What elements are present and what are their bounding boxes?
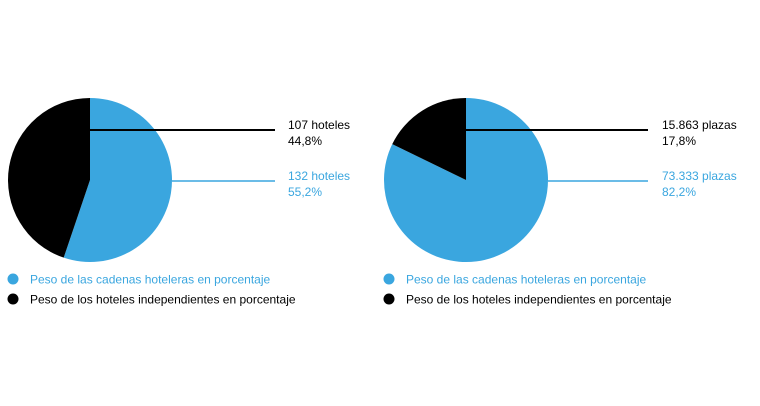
pie-chart-1: 107 hoteles 44,8% 132 hoteles 55,2% Peso de … — [7, 97, 350, 307]
pie-1-slice-chains — [63, 97, 173, 262]
pie-2-legend-label-2: Peso de los hoteles independientes en po… — [406, 293, 672, 307]
pie-2-slice-chains — [384, 98, 549, 262]
pie-2-chains-count-label: 73.333 plazas — [662, 169, 737, 183]
pie-1-independent-pct-label: 44,8% — [288, 134, 322, 148]
pie-1-chains-count-label: 132 hoteles — [288, 169, 350, 183]
pie-1-legend-label-1: Peso de las cadenas hoteleras en porcent… — [30, 273, 270, 287]
pie-1-independent-count-label: 107 hoteles — [288, 118, 350, 132]
pie-1-legend-marker-1 — [7, 273, 19, 285]
pie-2-legend-marker-2 — [383, 293, 395, 305]
pie-1-chains-pct-label: 55,2% — [288, 185, 322, 199]
pie-2-independent-pct-label: 17,8% — [662, 134, 696, 148]
pie-2-legend-label-1: Peso de las cadenas hoteleras en porcent… — [406, 273, 646, 287]
pie-2-independent-count-label: 15.863 plazas — [662, 118, 737, 132]
pie-chart-2: 15.863 plazas 17,8% 73.333 plazas 82,2% Peso… — [383, 98, 737, 307]
pie-1-slice-independent — [8, 98, 91, 258]
pie-1-legend-label-2: Peso de los hoteles independientes en po… — [30, 293, 296, 307]
pie-2-slice-independent — [392, 98, 466, 180]
pie-2-chains-pct-label: 82,2% — [662, 185, 696, 199]
pie-1-legend-marker-2 — [7, 293, 19, 305]
pie-2-legend-marker-1 — [383, 273, 395, 285]
